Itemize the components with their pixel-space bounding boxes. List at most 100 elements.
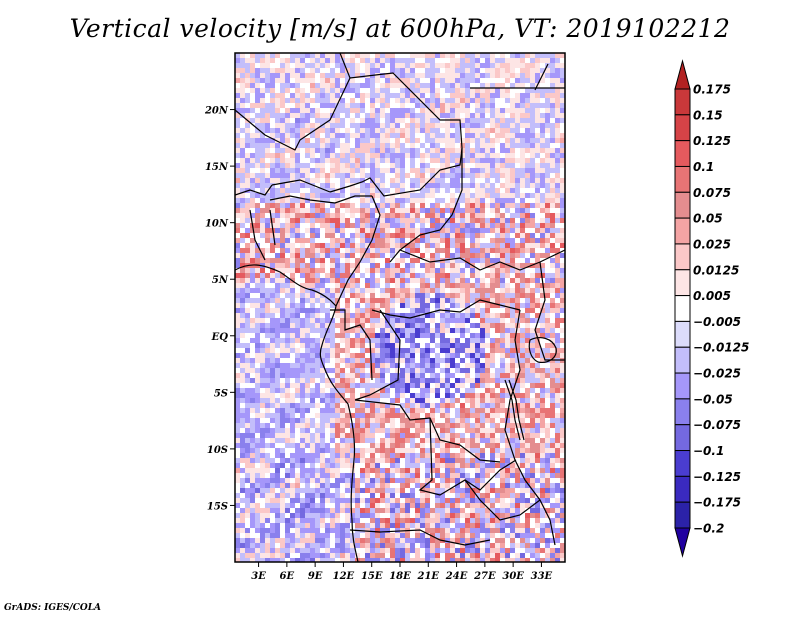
- field-cell: [350, 128, 355, 133]
- field-cell: [525, 188, 530, 193]
- field-cell: [360, 308, 365, 313]
- field-cell: [370, 428, 375, 433]
- field-cell: [275, 103, 280, 108]
- field-cell: [310, 98, 315, 103]
- field-cell: [485, 328, 490, 333]
- field-cell: [400, 363, 405, 368]
- field-cell: [245, 293, 250, 298]
- field-cell: [560, 408, 565, 413]
- field-cell: [440, 113, 445, 118]
- field-cell: [435, 328, 440, 333]
- field-cell: [265, 163, 270, 168]
- field-cell: [450, 138, 455, 143]
- field-cell: [385, 263, 390, 268]
- field-cell: [465, 108, 470, 113]
- field-cell: [425, 408, 430, 413]
- field-cell: [555, 63, 560, 68]
- field-cell: [235, 428, 240, 433]
- field-cell: [395, 403, 400, 408]
- field-cell: [360, 268, 365, 273]
- field-cell: [415, 128, 420, 133]
- field-cell: [375, 253, 380, 258]
- field-cell: [255, 168, 260, 173]
- field-cell: [535, 343, 540, 348]
- field-cell: [455, 328, 460, 333]
- field-cell: [440, 238, 445, 243]
- field-cell: [470, 283, 475, 288]
- field-cell: [540, 53, 545, 58]
- field-cell: [495, 388, 500, 393]
- field-cell: [270, 273, 275, 278]
- field-cell: [440, 368, 445, 373]
- field-cell: [460, 423, 465, 428]
- field-cell: [495, 218, 500, 223]
- field-cell: [295, 308, 300, 313]
- field-cell: [375, 423, 380, 428]
- field-cell: [320, 253, 325, 258]
- field-cell: [560, 233, 565, 238]
- field-cell: [415, 393, 420, 398]
- field-cell: [485, 108, 490, 113]
- field-cell: [330, 378, 335, 383]
- field-cell: [490, 223, 495, 228]
- field-cell: [305, 153, 310, 158]
- field-cell: [550, 273, 555, 278]
- field-cell: [240, 398, 245, 403]
- field-cell: [465, 418, 470, 423]
- field-cell: [270, 403, 275, 408]
- field-cell: [350, 93, 355, 98]
- field-cell: [315, 153, 320, 158]
- field-cell: [270, 378, 275, 383]
- field-cell: [250, 203, 255, 208]
- field-cell: [460, 353, 465, 358]
- field-cell: [515, 193, 520, 198]
- field-cell: [480, 338, 485, 343]
- field-cell: [285, 218, 290, 223]
- field-cell: [290, 223, 295, 228]
- field-cell: [390, 148, 395, 153]
- field-cell: [305, 178, 310, 183]
- field-cell: [360, 133, 365, 138]
- field-cell: [330, 403, 335, 408]
- field-cell: [430, 338, 435, 343]
- field-cell: [255, 308, 260, 313]
- field-cell: [335, 413, 340, 418]
- field-cell: [435, 53, 440, 58]
- field-cell: [240, 263, 245, 268]
- field-cell: [455, 83, 460, 88]
- field-cell: [505, 353, 510, 358]
- field-cell: [445, 368, 450, 373]
- field-cell: [270, 138, 275, 143]
- field-cell: [495, 238, 500, 243]
- field-cell: [330, 428, 335, 433]
- field-cell: [500, 273, 505, 278]
- field-cell: [545, 68, 550, 73]
- field-cell: [280, 358, 285, 363]
- field-cell: [475, 288, 480, 293]
- field-cell: [535, 163, 540, 168]
- field-cell: [405, 73, 410, 78]
- field-cell: [525, 283, 530, 288]
- field-cell: [235, 403, 240, 408]
- field-cell: [315, 383, 320, 388]
- field-cell: [490, 158, 495, 163]
- field-cell: [540, 228, 545, 233]
- field-cell: [270, 393, 275, 398]
- field-cell: [560, 88, 565, 93]
- field-cell: [300, 263, 305, 268]
- field-cell: [460, 73, 465, 78]
- field-cell: [410, 353, 415, 358]
- field-cell: [285, 418, 290, 423]
- field-cell: [495, 98, 500, 103]
- field-cell: [285, 308, 290, 313]
- field-cell: [300, 418, 305, 423]
- field-cell: [350, 268, 355, 273]
- field-cell: [300, 338, 305, 343]
- field-cell: [560, 398, 565, 403]
- field-cell: [475, 138, 480, 143]
- field-cell: [320, 138, 325, 143]
- field-cell: [320, 133, 325, 138]
- field-cell: [310, 408, 315, 413]
- field-cell: [285, 263, 290, 268]
- field-cell: [530, 423, 535, 428]
